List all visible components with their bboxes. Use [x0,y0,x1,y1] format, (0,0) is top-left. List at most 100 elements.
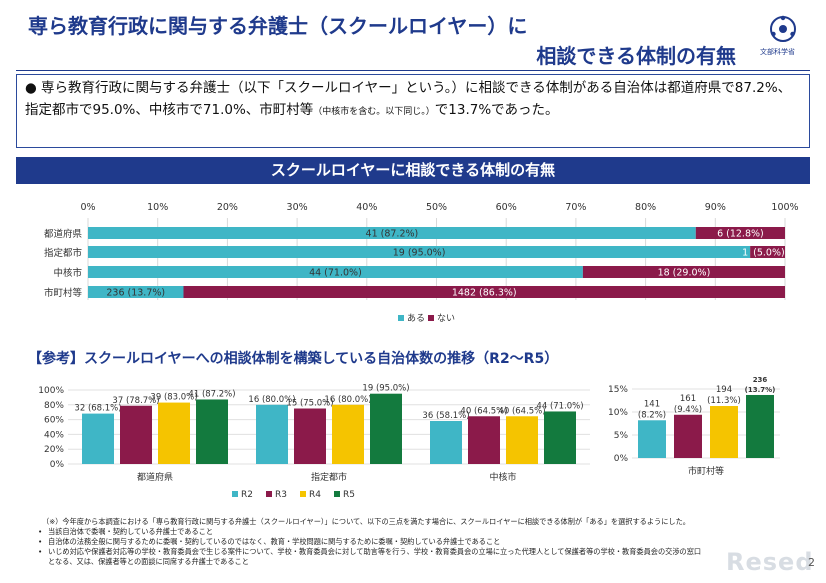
legend-swatch-R2 [232,491,238,497]
header-divider [16,70,810,71]
bar-R5 [746,394,774,458]
category-label: 都道府県 [137,471,173,483]
legend-label-R5: R5 [343,490,355,500]
bar-aru [88,227,696,239]
note-item-3-continuation: となる、又は、保護者等との面談に同席する弁護士であること [48,557,249,566]
bar-label: 41 (87.2%) [188,389,235,399]
legend-label-R2: R2 [241,490,253,500]
x-tick-label: 90% [705,202,726,213]
bar-count-label: 236 [753,376,768,384]
bar-percent-label: (13.7%) [745,386,776,394]
summary-text: 専ら教育行政に関与する弁護士（以下「スクールロイヤー」という。）に相談できる体制… [25,80,792,118]
summary-box: ● 専ら教育行政に関与する弁護士（以下「スクールロイヤー」という。）に相談できる体… [16,74,810,148]
x-tick-label: 30% [287,202,308,213]
bar-aru [88,266,583,278]
bar-R2 [82,413,114,464]
bar-R5 [544,411,576,464]
bar-label: 36 (58.1%) [422,411,469,421]
bar-R3 [674,414,702,458]
bar-label-nai: 6 (12.8%) [717,229,764,240]
x-tick-label: 70% [565,202,586,213]
bar-nai [183,286,785,298]
legend-swatch-R4 [300,491,306,497]
category-label: 都道府県 [44,228,83,240]
category-label: 指定都市 [44,247,83,259]
y-tick-label: 5% [614,431,629,441]
bar-label-nai-extra: (5.0%) [753,248,785,259]
x-tick-label: 80% [635,202,656,213]
bar-label: 16 (80.0%) [324,395,371,405]
bar-R2 [638,420,666,458]
bar-label: 40 (64.5%) [498,406,545,416]
bar-label-aru: 44 (71.0%) [309,268,362,279]
legend-label-aru: ある [407,313,425,324]
bar-R2 [256,404,288,464]
bar-nai [695,227,785,239]
x-tick-label: 0% [80,202,95,213]
legend-label-R3: R3 [275,490,287,500]
bar-count-label: 161 [680,394,696,404]
logo-text: 文部科学省 [760,48,795,56]
summary-text-end: で13.7%であった。 [434,102,559,118]
bar-aru [88,246,751,258]
page-title-line2: 相談できる体制の有無 [536,44,736,68]
bar-label: 32 (68.1%) [74,404,121,414]
x-tick-label: 50% [426,202,447,213]
bar-count-label: 194 [716,385,732,395]
page-number: 2 [808,556,815,569]
x-tick-label: 60% [496,202,517,213]
bar-percent-label: (11.3%) [707,396,741,406]
bar-R4 [332,404,364,464]
legend-label-nai: ない [437,313,455,324]
bar-nai [750,246,785,258]
bar-R5 [370,393,402,464]
category-label: 中核市 [489,471,516,483]
y-tick-label: 15% [608,385,628,395]
bar-label-aru: 19 (95.0%) [393,248,446,259]
bar-label-aru: 236 (13.7%) [106,288,165,299]
bar-R4 [710,406,738,458]
summary-small-note: （中核市を含む。以下同じ。） [313,107,435,117]
legend-label-R4: R4 [309,490,321,500]
category-label: 指定都市 [311,471,347,483]
bar-R3 [120,405,152,464]
note-item-3: いじめ対応や保護者対応等の学校・教育委員会で生じる案件について、学校・教育委員会… [38,547,701,557]
x-tick-label: 100% [771,202,798,213]
legend-swatch-nai [428,315,434,321]
y-tick-label: 0% [50,460,65,470]
bar-R2 [430,421,462,464]
bar-R5 [196,399,228,464]
legend-swatch-R5 [334,491,340,497]
y-tick-label: 80% [44,401,64,411]
bar-percent-label: (8.2%) [638,410,666,420]
bar-label-aru: 41 (87.2%) [366,229,419,240]
legend-swatch-R3 [266,491,272,497]
bar-nai [582,266,785,278]
bar-label: 37 (78.7%) [112,396,159,406]
note-item-1: 当該自治体で委嘱・契約している弁護士であること [38,527,213,537]
category-label: 市町村等 [44,287,83,299]
bar-label: 19 (95.0%) [362,384,409,394]
x-tick-label: 10% [147,202,168,213]
bar-R3 [468,416,500,464]
section2-title: 【参考】スクールロイヤーへの相談体制を構築している自治体数の推移（R2～R5） [28,351,559,367]
y-tick-label: 0% [614,454,629,464]
chart-banner: スクールロイヤーに相談できる体制の有無 [16,157,810,184]
horizontal-stacked-chart: 0% 10% 20% 30% 40% 50% 60% 70% 80% 90% 100% 都道府県 41 … [44,202,799,324]
bar-label: 40 (64.5%) [460,406,507,416]
mext-logo-icon [770,15,796,42]
bar-label-nai: 1482 (86.3%) [452,288,517,299]
summary-bullet: ● [25,80,37,96]
y-tick-label: 100% [38,386,64,396]
grouped-bar-chart: 0% 20% 40% 60% 80% 100% 32 (68.1%)37 (78.7%)39… [38,384,590,500]
y-tick-label: 20% [44,445,64,455]
bar-label: 39 (83.0%) [150,393,197,403]
bar-aru [88,286,184,298]
bar-count-label: 141 [644,399,660,409]
bar-percent-label: (9.4%) [674,405,702,415]
y-tick-label: 40% [44,430,64,440]
watermark: Resed [726,548,814,576]
bar-label: 15 (75.0%) [286,399,333,409]
page-title-line1: 専ら教育行政に関与する弁護士（スクールロイヤー）に [28,14,528,38]
category-label: 中核市 [53,267,82,279]
